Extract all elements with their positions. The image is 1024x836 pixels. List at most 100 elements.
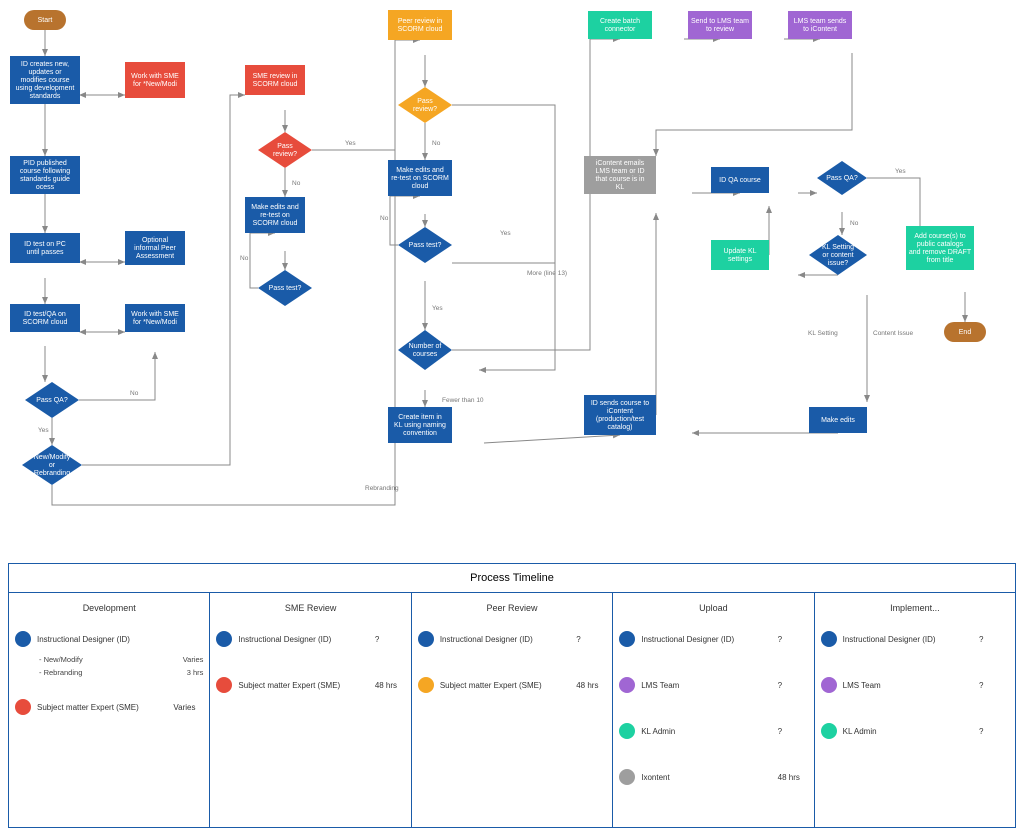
edge [479,263,555,370]
legend-label: LMS Team [641,681,771,690]
legend-value: Varies [173,703,203,712]
node-n6: ID test/QA onSCORM cloud [10,304,80,332]
legend-value: ? [375,635,405,644]
legend-label: Instructional Designer (ID) [238,635,368,644]
node-label: Pass QA? [826,175,858,182]
legend-row: LMS Team? [619,677,807,693]
node-label: re-test on SCORM [391,175,449,182]
legend-dot [619,723,635,739]
node-d2: New/ModifyorRebranding [22,445,82,485]
legend-value: 48 hrs [576,681,606,690]
node-n16: iContent emailsLMS team or IDthat course… [584,156,656,194]
node-label: KL [616,184,625,191]
node-n21: ID sends course toiContent(production/te… [584,395,656,435]
node-d9: KL Settingor contentissue? [809,235,867,275]
node-label: SME review in [253,73,298,80]
timeline-col: UploadInstructional Designer (ID)?LMS Te… [613,593,814,827]
process-timeline: Process Timeline DevelopmentInstructiona… [8,563,1016,828]
node-label: cloud [412,183,429,190]
timeline-title: Process Timeline [9,564,1015,593]
legend-row: Subject matter Expert (SME)48 hrs [216,677,404,693]
edge-label: KL Setting [808,330,838,337]
node-n10: Peer review inSCORM cloud [388,10,452,40]
node-n9: Make edits andre-test onSCORM cloud [245,197,305,233]
legend-row: Instructional Designer (ID)? [418,631,606,647]
node-label: Number of [409,343,442,350]
edge [79,352,155,400]
node-label: SCORM cloud [23,319,68,326]
node-n22: Make edits [809,407,867,433]
legend-dot [418,631,434,647]
legend-label: Instructional Designer (ID) [37,635,167,644]
node-label: for *New/Modi [133,81,177,88]
node-label: Send to LMS team [691,18,749,25]
node-n20: End [944,322,986,342]
node-label: course following [20,168,70,175]
node-label: ID creates new, [21,61,69,68]
node-label: Pass test? [409,242,442,249]
node-label: Update KL [723,248,756,255]
legend-dot [216,677,232,693]
legend-label: Instructional Designer (ID) [843,635,973,644]
node-label: Make edits and [396,167,444,174]
legend-row: Subject matter Expert (SME)48 hrs [418,677,606,693]
node-label: Pass QA? [36,397,68,404]
timeline-col: DevelopmentInstructional Designer (ID)- … [9,593,210,827]
edge-label: No [240,255,249,262]
node-label: Assessment [136,253,174,260]
legend-dot [619,677,635,693]
legend-value: ? [979,727,1009,736]
node-label: Add course(s) to [914,233,965,240]
legend-value: ? [576,635,606,644]
node-label: until passes [27,249,64,256]
node-label: New/Modify [34,454,71,461]
legend-dot [418,677,434,693]
node-label: SCORM cloud [253,220,298,227]
node-label: and remove DRAFT [909,249,972,256]
node-label: connector [605,26,636,33]
node-d7: Number ofcourses [398,330,452,370]
timeline-col: Peer Review Instructional Designer (ID)? S… [412,593,613,827]
node-label: that course is in [595,176,644,183]
node-n5: Optionalinformal PeerAssessment [125,231,185,265]
edge-label: No [130,390,139,397]
node-label: Pass [277,143,293,150]
edge-label: Yes [500,230,511,237]
node-d4: Pass test? [258,270,312,306]
edge [312,40,420,150]
node-label: or content [822,252,853,259]
legend-subrow: - Rebranding3 hrs [39,668,203,677]
node-n12: Create item inKL using namingconvention [388,407,452,443]
node-label: Make edits and [251,204,299,211]
node-label: ID QA course [719,177,761,184]
timeline-columns: DevelopmentInstructional Designer (ID)- … [9,593,1015,827]
node-label: Pass [417,98,433,105]
legend-row: Instructional Designer (ID)? [619,631,807,647]
legend-value: ? [778,727,808,736]
node-label: iContent [607,408,633,415]
legend-label: Instructional Designer (ID) [440,635,570,644]
node-label: (production/test [596,416,644,423]
edge-label: No [432,140,441,147]
node-n19: Add course(s) topublic catalogsand remov… [906,226,974,270]
edge [452,39,620,350]
node-n8: SME review inSCORM cloud [245,65,305,95]
node-label: standards guide [20,176,70,183]
legend-value: ? [778,635,808,644]
node-start: Start [24,10,66,30]
timeline-col-title: Peer Review [418,603,606,613]
edge-label: Rebranding [365,485,399,492]
edge-label: Fewer than 10 [442,397,484,404]
node-n3: PID publishedcourse followingstandards g… [10,156,80,194]
legend-subrow: - New/ModifyVaries [39,655,203,664]
node-label: iContent emails [596,160,645,167]
node-label: ID sends course to [591,400,649,407]
edge [484,435,620,443]
legend-value: 48 hrs [778,773,808,782]
node-d6: Pass test? [398,227,452,263]
node-label: Work with SME [131,311,179,318]
legend-label: Subject matter Expert (SME) [238,681,368,690]
timeline-col-title: SME Review [216,603,404,613]
node-n13: Create batchconnector [588,11,652,39]
node-d3: Passreview? [258,132,312,168]
